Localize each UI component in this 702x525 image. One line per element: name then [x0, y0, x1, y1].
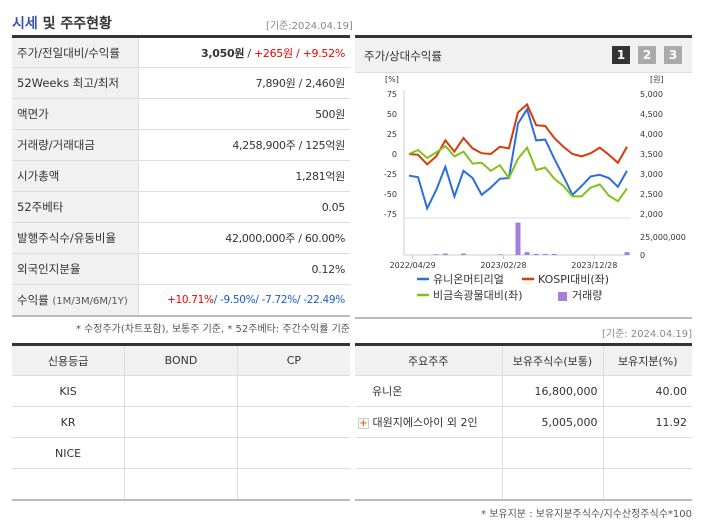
table-row: 52주베타 0.05	[12, 191, 350, 223]
volume-bar	[497, 254, 503, 255]
x-tick-label: 2022/04/29	[390, 261, 436, 270]
page-3-button[interactable]: 3	[664, 46, 682, 64]
table-row: + 대원지에스아이 외 2인 5,005,000 11.92	[355, 406, 692, 438]
table-row: 발행주식수/유동비율 42,000,000주 / 60.00%	[12, 222, 350, 254]
left-tick-label: -75	[384, 210, 397, 219]
right-tick-label: 2,500	[640, 190, 663, 199]
right-tick-label: 3,500	[640, 150, 663, 159]
table-row: 거래량/거래대금 4,258,900주 / 125억원	[12, 129, 350, 161]
right-tick-label: 4,000	[640, 130, 663, 139]
series-line	[408, 102, 628, 166]
x-tick-label: 2023/12/28	[571, 261, 617, 270]
table-row: 유니온 16,800,000 40.00	[355, 375, 692, 407]
left-tick-label: 50	[387, 110, 397, 119]
table-row	[355, 437, 692, 469]
page-2-button[interactable]: 2	[638, 46, 656, 64]
legend-label: 거래량	[572, 289, 602, 302]
table-row: 수익률 (1M/3M/6M/1Y) +10.71%/ -9.50%/ -7.72%…	[12, 284, 350, 316]
volume-bar	[515, 222, 521, 255]
left-tick-label: 25	[387, 130, 397, 139]
table-row	[355, 468, 692, 500]
legend-label: KOSPI대비(좌)	[538, 273, 609, 286]
legend-swatch	[558, 292, 567, 301]
holders-note: * 보유지분 : 보유지분주식수/지수산정주식수*100	[481, 509, 692, 520]
right-tick-label: 2,000	[640, 210, 663, 219]
right-tick-label: 4,500	[640, 110, 663, 119]
right-tick-label: 3,000	[640, 170, 663, 179]
table-row	[12, 468, 350, 500]
volume-bar	[624, 252, 630, 255]
basis-date: [기준:2024.04.19]	[266, 21, 353, 32]
x-tick-label: 2023/02/28	[480, 261, 526, 270]
change: +265원	[253, 46, 293, 60]
right-tick-label: 5,000	[640, 90, 663, 99]
left-tick-label: -50	[384, 190, 397, 199]
table-row: KIS	[12, 375, 350, 407]
volume-tick-label: 25,000,000	[640, 233, 686, 242]
legend-label: 유니온머티리얼	[433, 272, 504, 286]
volume-bar	[461, 253, 466, 255]
table-row: NICE	[12, 437, 350, 469]
table-row: 주가/전일대비/수익률 3,050원 / +265원 / +9.52%	[12, 36, 350, 68]
right-axis-unit: [원]	[650, 75, 664, 84]
chart-panel: 주가/상대수익률 1 2 3	[355, 35, 692, 319]
left-tick-label: 0	[392, 150, 397, 159]
expand-icon[interactable]: +	[358, 417, 369, 429]
table-row: 시가총액 1,281억원	[12, 160, 350, 192]
legend-label: 비금속광물대비(좌)	[433, 289, 523, 302]
credit-rating-table: 신용등급 BOND CP KIS KR NICE	[12, 343, 350, 501]
chart-basis-date: [기준: 2024.04.19]	[601, 329, 692, 340]
page-1-button[interactable]: 1	[612, 46, 630, 64]
section-title: 시세 및 주주현황	[12, 16, 112, 32]
volume-tick-label: 0	[640, 251, 645, 260]
price: 3,050원	[201, 46, 245, 60]
volume-bar	[442, 253, 448, 255]
volume-bar	[533, 253, 539, 255]
left-axis-unit: [%]	[385, 75, 399, 84]
series-line	[408, 144, 628, 203]
table-row: 액면가 500원	[12, 98, 350, 130]
volume-bar	[542, 253, 548, 255]
volume-bar	[433, 254, 439, 255]
market-note: * 수정주가(차트포함), 보통주 기준, * 52주베타: 주간수익률 기준	[75, 324, 350, 335]
chart-title: 주가/상대수익률	[364, 49, 442, 63]
major-holders-table: 주요주주 보유주식수(보통) 보유지분(%) 유니온 16,800,000 40.00 …	[355, 343, 692, 501]
volume-bar	[524, 252, 530, 255]
rate: +9.52%	[302, 46, 346, 60]
table-row: 52Weeks 최고/최저 7,890원 / 2,460원	[12, 67, 350, 99]
table-row: 외국인지분율 0.12%	[12, 253, 350, 285]
volume-bar	[551, 253, 557, 255]
left-tick-label: 75	[387, 90, 397, 99]
market-info-table: 주가/전일대비/수익률 3,050원 / +265원 / +9.52% 52Wee…	[12, 35, 350, 317]
relative-return-chart: [%] [원] 75 50 25 0 -25 -50 -75 5,000 4,500 4,000 3,5…	[384, 75, 686, 302]
left-tick-label: -25	[384, 170, 397, 179]
table-row: KR	[12, 406, 350, 438]
series-line	[408, 106, 628, 212]
